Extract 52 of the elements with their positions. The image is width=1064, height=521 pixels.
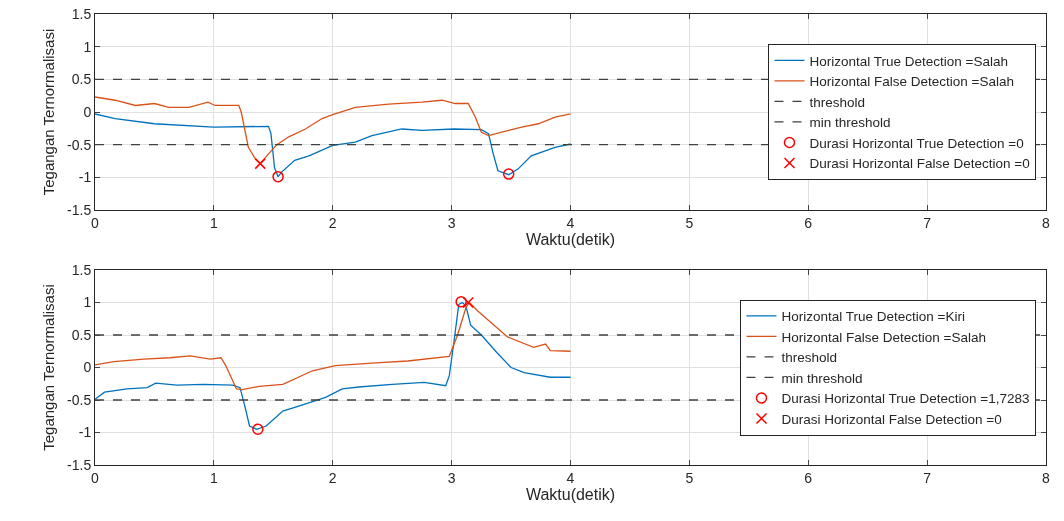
x-tick-label: 8: [1042, 214, 1051, 231]
x-tick-label: 8: [1042, 469, 1051, 486]
y-tick-label: 0.5: [71, 71, 92, 88]
legend-label: Horizontal False Detection =Salah: [809, 74, 1014, 90]
legend-label: Durasi Horizontal True Detection =0: [809, 135, 1024, 151]
legend-label: Durasi Horizontal False Detection =0: [781, 411, 1002, 427]
y-tick-label: 0: [83, 103, 92, 120]
point: [272, 170, 284, 183]
legend-label: Horizontal True Detection =Kiri: [781, 309, 965, 325]
y-tick-label: 1.5: [71, 5, 92, 22]
x-tick-label: 1: [209, 469, 218, 486]
x-tick-label: 7: [923, 469, 932, 486]
legend-label: min threshold: [781, 370, 863, 386]
y-tick-label: 0.5: [71, 326, 92, 343]
x-axis-title: Waktu(detik): [525, 486, 616, 504]
x-tick-label: 6: [804, 214, 813, 231]
x-tick-label: 4: [566, 469, 575, 486]
x-tick-label: 6: [804, 469, 813, 486]
x-tick-label: 2: [328, 469, 337, 486]
y-tick-label: 1: [83, 38, 92, 55]
x-tick-label: 5: [685, 469, 694, 486]
x-tick-label: 3: [447, 469, 456, 486]
legend-label: Durasi Horizontal True Detection =1,7283: [781, 391, 1030, 407]
point: [502, 168, 515, 180]
y-axis-title: Tegangan Ternormalisasi: [40, 284, 58, 451]
x-tick-label: 4: [566, 214, 575, 231]
legend-label: min threshold: [809, 115, 891, 131]
point: [252, 423, 264, 435]
x-axis-title: Waktu(detik): [525, 231, 616, 249]
x-tick-label: 7: [923, 214, 932, 231]
x-tick-label: 3: [447, 214, 456, 231]
point: [462, 296, 475, 309]
y-tick-label: 1: [83, 294, 92, 311]
point: [455, 296, 467, 308]
y-tick-label: -0.5: [67, 136, 92, 153]
y-tick-label: -1.5: [67, 201, 92, 218]
y-tick-label: -1: [78, 424, 92, 441]
legend-label: Horizontal True Detection =Salah: [809, 53, 1008, 69]
y-tick-label: -1: [78, 169, 92, 186]
y-tick-label: 0: [83, 359, 92, 376]
legend-label: threshold: [809, 94, 866, 110]
legend-label: Durasi Horizontal False Detection =0: [809, 156, 1030, 172]
x-tick-label: 2: [328, 214, 337, 231]
y-tick-label: -1.5: [67, 456, 92, 473]
y-tick-label: 1.5: [71, 261, 92, 278]
y-axis-title: Tegangan Ternormalisasi: [40, 28, 58, 196]
legend-label: Horizontal False Detection =Salah: [781, 329, 986, 345]
x-tick-label: 1: [209, 214, 218, 231]
x-tick-label: 5: [685, 214, 694, 231]
legend-label: threshold: [781, 350, 838, 366]
point: [254, 157, 266, 170]
y-tick-label: -0.5: [67, 391, 92, 408]
